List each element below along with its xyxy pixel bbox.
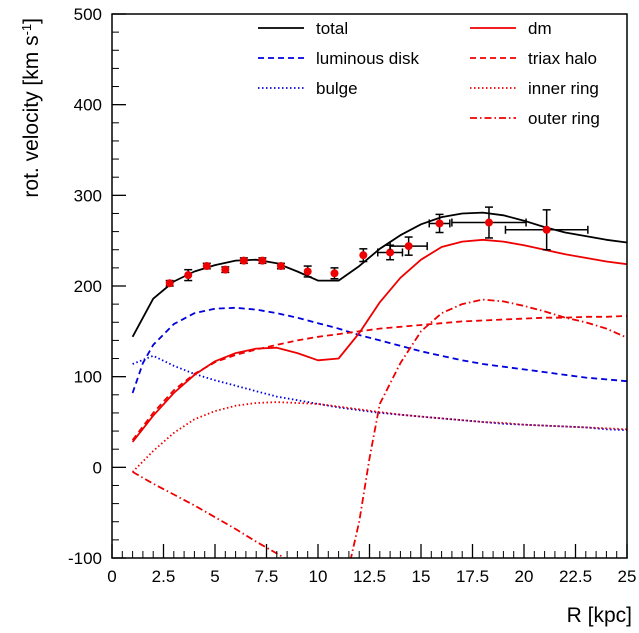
legend-entry-outer-ring: outer ring [470, 109, 600, 128]
legend-entry-luminous-disk: luminous disk [258, 49, 419, 68]
data-point [276, 262, 285, 271]
data-point [451, 206, 527, 239]
data-point [428, 213, 451, 234]
x-tick-label: 15 [412, 567, 431, 586]
data-point [165, 279, 174, 288]
x-tick-label: 0 [107, 567, 116, 586]
y-tick-label: 300 [74, 186, 102, 205]
y-tick-label: 500 [74, 5, 102, 24]
series-line-total [131, 211, 627, 338]
series-line-outer-ring [132, 298, 627, 558]
legend-entry-total: total [258, 19, 348, 38]
x-tick-label: 10 [309, 567, 328, 586]
legend-entry-bulge: bulge [258, 79, 358, 98]
y-axis-title: rot. velocity [km s-1] [19, 18, 44, 198]
x-tick-label: 25 [618, 567, 637, 586]
y-axis-title-close: ] [20, 18, 43, 24]
x-tick-label: 17.5 [456, 567, 489, 586]
x-tick-label: 7.5 [255, 567, 279, 586]
x-tick-label: 5 [210, 567, 219, 586]
series-line-luminous-disk [131, 306, 627, 394]
svg-text:outer ring: outer ring [528, 109, 600, 128]
svg-text:total: total [316, 19, 348, 38]
y-axis-title-main: rot. velocity [km s [20, 35, 43, 197]
svg-text:inner ring: inner ring [528, 79, 599, 98]
x-tick-label: 12.5 [353, 567, 386, 586]
y-tick-label: 200 [74, 277, 102, 296]
x-tick-label: 22.5 [559, 567, 592, 586]
data-point [389, 236, 428, 256]
svg-text:triax halo: triax halo [528, 49, 597, 68]
series-line-bulge [132, 354, 627, 432]
data-point [258, 256, 267, 265]
observed-data-points [165, 206, 589, 288]
data-point [330, 267, 339, 280]
y-tick-label: 400 [74, 96, 102, 115]
data-point [239, 256, 248, 265]
legend-entry-inner-ring: inner ring [470, 79, 599, 98]
x-tick-label: 2.5 [152, 567, 176, 586]
data-point [359, 248, 368, 263]
legend: total luminous disk bulge dm triax halo inner… [258, 19, 600, 128]
x-tick-label: 20 [515, 567, 534, 586]
y-tick-label: 100 [74, 368, 102, 387]
data-point [202, 262, 211, 271]
data-point [303, 265, 312, 278]
data-point [221, 265, 230, 274]
data-point [376, 244, 404, 261]
svg-text:dm: dm [528, 19, 552, 38]
y-tick-label: -100 [68, 549, 102, 568]
y-tick-label: 0 [93, 458, 102, 477]
y-axis-title-superscript: -1 [19, 24, 34, 36]
data-point [184, 268, 193, 282]
svg-text:bulge: bulge [316, 79, 358, 98]
x-axis-title: R [kpc] [567, 604, 632, 627]
legend-entry-dm: dm [470, 19, 552, 38]
data-point [504, 209, 589, 251]
series-line-triax-halo [131, 315, 627, 441]
axis-ticks: 0 2.5 5 7.5 10 12.5 15 17.5 20 22.5 25 -100 0 100 200 3… [68, 5, 636, 586]
svg-text:luminous disk: luminous disk [316, 49, 419, 68]
legend-entry-triax-halo: triax halo [470, 49, 597, 68]
